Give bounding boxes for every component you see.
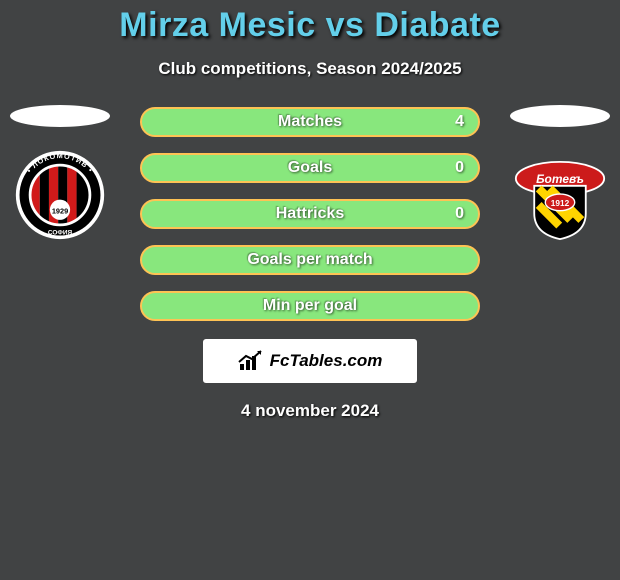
stat-bar-hattricks: Hattricks 0 xyxy=(140,199,480,229)
stats-area: 1929 • ЛОКОМОТИВ • СОФИЯ Ботевъ xyxy=(0,107,620,421)
stat-label: Matches xyxy=(278,113,342,131)
stat-bar-goals-per-match: Goals per match xyxy=(140,245,480,275)
right-team-column: Ботевъ 1912 xyxy=(500,105,620,241)
watermark-text: FcTables.com xyxy=(270,351,383,371)
right-badge-year: 1912 xyxy=(551,199,570,208)
stat-right-value: 0 xyxy=(455,159,464,177)
right-badge-ribbon-text: Ботевъ xyxy=(536,172,584,186)
season-subtitle: Club competitions, Season 2024/2025 xyxy=(0,59,620,79)
stat-label: Min per goal xyxy=(263,297,357,315)
stat-right-value: 0 xyxy=(455,205,464,223)
svg-text:СОФИЯ: СОФИЯ xyxy=(48,230,73,237)
comparison-title: Mirza Mesic vs Diabate xyxy=(0,6,620,45)
stat-right-value: 4 xyxy=(455,113,464,131)
stat-bars: Matches 4 Goals 0 Hattricks 0 Goals per … xyxy=(140,107,480,321)
snapshot-date: 4 november 2024 xyxy=(0,401,620,421)
stat-label: Goals xyxy=(288,159,332,177)
left-team-column: 1929 • ЛОКОМОТИВ • СОФИЯ xyxy=(0,105,120,241)
stat-label: Goals per match xyxy=(247,251,372,269)
stat-label: Hattricks xyxy=(276,205,344,223)
watermark: FcTables.com xyxy=(203,339,417,383)
left-badge-year: 1929 xyxy=(52,206,68,215)
stat-bar-min-per-goal: Min per goal xyxy=(140,291,480,321)
chart-icon xyxy=(238,350,264,372)
left-team-badge-icon: 1929 • ЛОКОМОТИВ • СОФИЯ xyxy=(14,149,106,241)
right-name-placeholder xyxy=(510,105,610,127)
left-name-placeholder xyxy=(10,105,110,127)
stat-bar-goals: Goals 0 xyxy=(140,153,480,183)
right-team-badge-icon: Ботевъ 1912 xyxy=(514,149,606,241)
stat-bar-matches: Matches 4 xyxy=(140,107,480,137)
